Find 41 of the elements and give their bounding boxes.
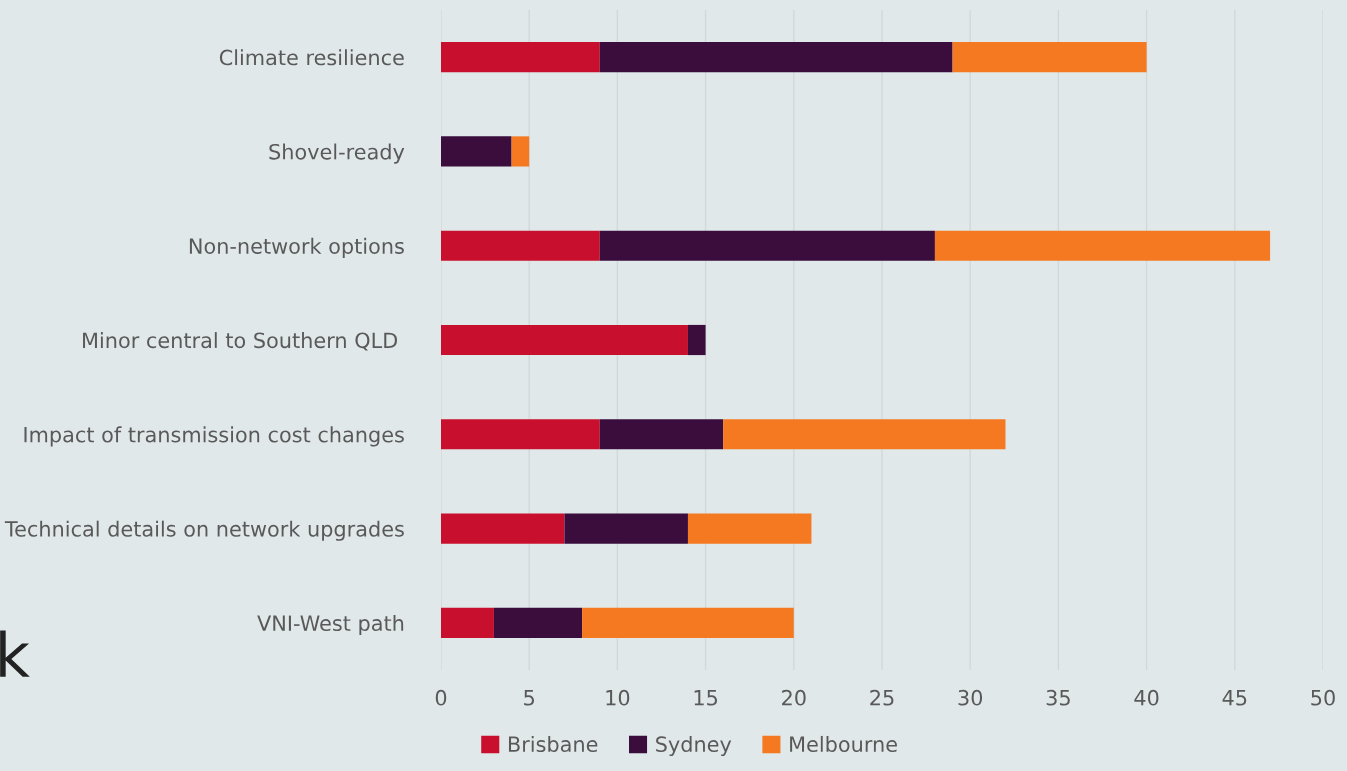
x-tick-label: 10 — [606, 689, 630, 706]
x-tick-label: 20 — [782, 689, 806, 706]
bar — [599, 42, 953, 73]
bar — [441, 230, 600, 261]
x-tick-label: 30 — [958, 689, 983, 706]
bar — [441, 419, 600, 450]
bar — [493, 607, 583, 638]
y-tick-label: VNI-West path — [257, 614, 404, 636]
x-tick-label: 5 — [524, 690, 535, 706]
legend-label: Brisbane — [508, 735, 598, 753]
bar — [441, 136, 512, 167]
y-tick-label: Non-network options — [189, 237, 404, 258]
y-tick-label: Minor central to Southern QLD — [83, 332, 398, 351]
y-tick-label: Shovel-ready — [269, 143, 405, 164]
bar — [441, 607, 494, 638]
y-tick-label: Impact of transmission cost changes — [24, 426, 404, 447]
x-tick-label: 50 — [1311, 689, 1335, 706]
y-tick-label: Technical details on network upgrades — [4, 520, 404, 541]
x-tick-label: 0 — [435, 689, 447, 706]
y-tick-label: Climate resilience — [219, 49, 404, 66]
bar — [441, 324, 688, 356]
bar — [952, 42, 1147, 73]
x-tick-label: 40 — [1134, 689, 1159, 706]
bar — [582, 607, 794, 638]
legend-label: Melbourne — [790, 735, 897, 753]
x-tick-label: 15 — [694, 690, 718, 706]
bar — [934, 230, 1271, 261]
bar — [599, 230, 935, 261]
bar — [511, 136, 530, 167]
bar — [723, 419, 1006, 450]
legend-label: Sydney — [656, 735, 732, 757]
text: k — [0, 630, 30, 677]
x-tick-label: 35 — [1046, 689, 1070, 706]
bar — [687, 324, 706, 356]
bar — [441, 513, 565, 544]
x-tick-label: 45 — [1222, 690, 1247, 706]
bar — [687, 513, 812, 544]
bar — [441, 42, 600, 73]
x-tick-label: 25 — [870, 689, 894, 706]
bar — [564, 513, 688, 544]
bar — [599, 419, 724, 450]
